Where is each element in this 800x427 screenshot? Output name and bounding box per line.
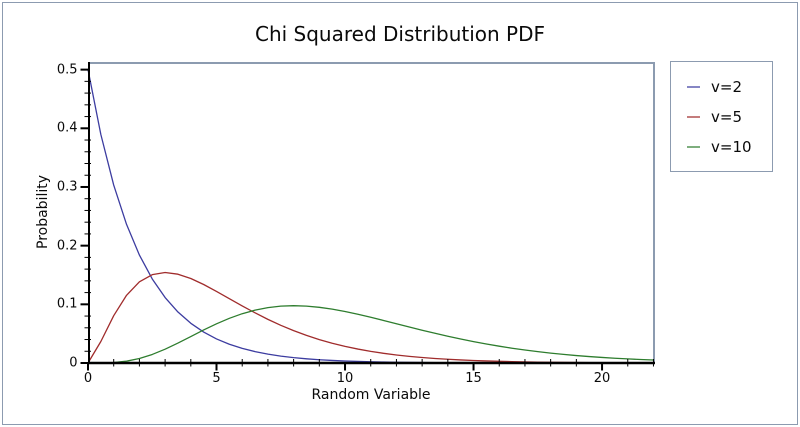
legend-item-label: v=10	[711, 137, 752, 156]
legend-item: v=5	[687, 106, 772, 127]
y-tick-label: 0.1	[56, 296, 78, 312]
legend-item: v=10	[687, 136, 772, 157]
legend-line-swatch	[687, 115, 700, 118]
x-tick-label: 0	[83, 371, 93, 386]
chart-title: Chi Squared Distribution PDF	[254, 22, 546, 46]
legend-item-label: v=2	[711, 77, 742, 96]
y-tick-label: 0.2	[56, 238, 78, 254]
y-tick-label: 0.5	[56, 62, 78, 78]
curve-v2	[87, 69, 654, 364]
legend-line-swatch	[687, 85, 700, 88]
x-axis-label: Random Variable	[311, 387, 431, 403]
y-tick-label: 0.4	[56, 120, 78, 136]
legend-item-label: v=5	[711, 107, 742, 126]
x-tick-label: 5	[212, 371, 221, 386]
x-tick-label: 20	[593, 371, 611, 386]
legend-item: v=2	[687, 76, 772, 97]
x-tick-label: 15	[465, 371, 482, 386]
plot-frame	[88, 62, 655, 363]
x-tick-label: 10	[336, 371, 354, 386]
legend: v=2 v=5 v=10	[670, 61, 773, 172]
curve-v10	[87, 305, 654, 364]
y-tick-label: 0.3	[56, 179, 78, 195]
y-tick-label: 0	[69, 355, 78, 371]
legend-line-swatch	[687, 145, 700, 148]
